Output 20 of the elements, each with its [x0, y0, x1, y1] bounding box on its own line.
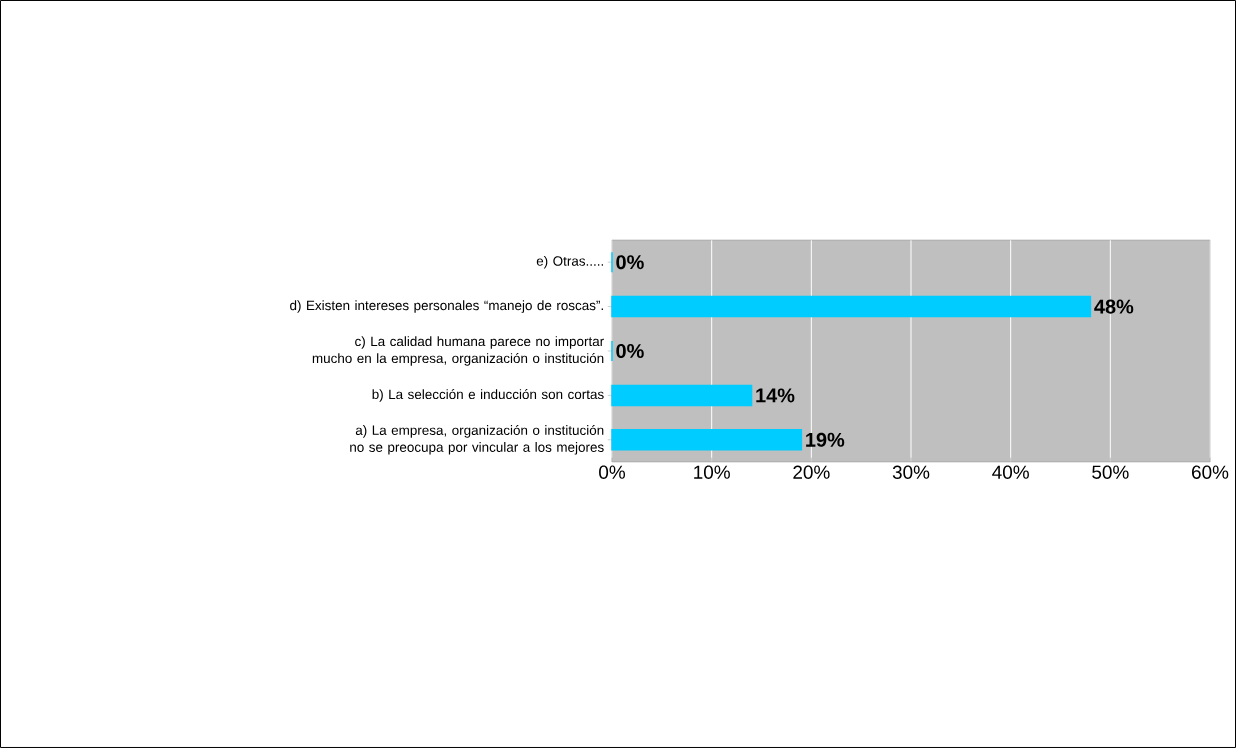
x-tick-label: 10%: [694, 465, 730, 479]
y-tick-label: d) Existen intereses personales “manejo de roscas”.: [290, 300, 603, 313]
x-tick-label: 0%: [599, 465, 626, 479]
y-tick-label: a) La empresa, organización o institución no se preocupa por vincular a los mejores: [350, 424, 604, 455]
x-tick-label: 40%: [992, 465, 1029, 479]
x-tick-label: 30%: [892, 465, 930, 479]
x-tick-label: 20%: [793, 465, 830, 479]
y-tick-label: b) La selección e inducción son cortas: [372, 389, 604, 402]
bar: [611, 295, 1092, 318]
data-label: 0%: [616, 343, 644, 359]
data-label: 14%: [756, 388, 795, 403]
data-label: 48%: [1094, 299, 1134, 314]
bar: [611, 384, 753, 407]
y-tick-label: c) La calidad humana parece no importar mucho en la empresa, organización o institución: [312, 336, 604, 366]
y-tick-label: e) Otras.....: [536, 255, 604, 269]
bar: [611, 429, 803, 451]
x-tick-label: 60%: [1192, 465, 1229, 479]
data-label: 0%: [616, 255, 644, 270]
x-tick-label: 50%: [1092, 465, 1129, 479]
data-label: 19%: [806, 432, 845, 447]
